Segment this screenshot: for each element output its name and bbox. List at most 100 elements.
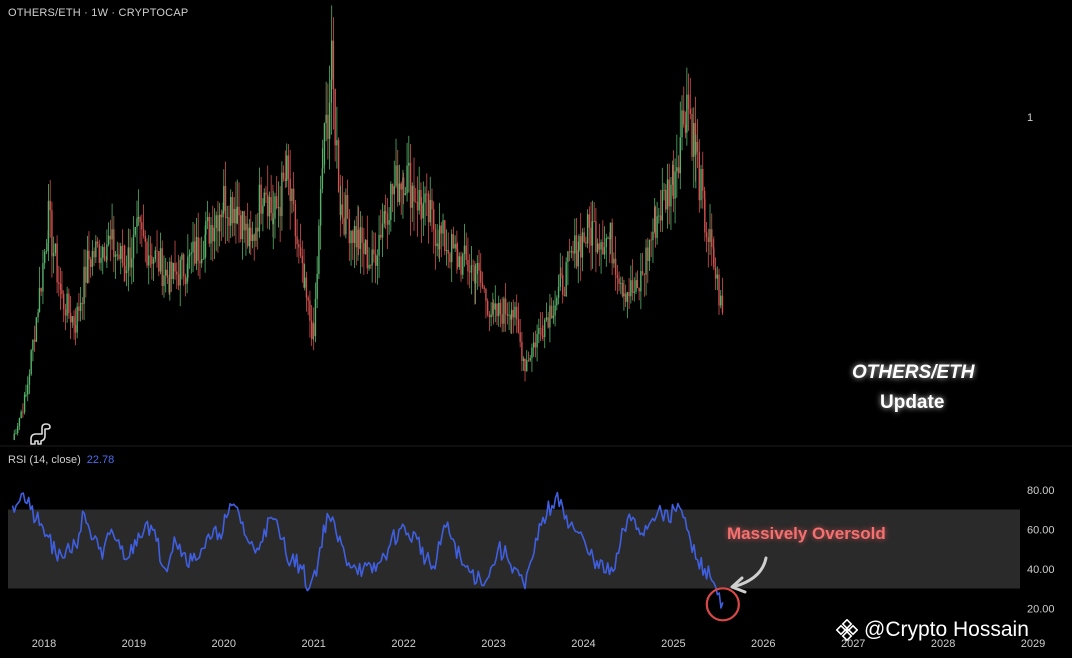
candle-body	[607, 237, 609, 239]
candle-body	[107, 235, 110, 245]
candle-body	[433, 209, 435, 230]
candle-body	[616, 274, 619, 279]
candle-body	[181, 254, 183, 260]
candle-body	[35, 317, 38, 342]
candle-body	[698, 151, 701, 201]
candle-body	[638, 287, 640, 292]
candle-body	[129, 247, 131, 268]
candle-body	[243, 211, 245, 231]
candle-body	[683, 110, 685, 125]
candle-body	[568, 251, 571, 253]
candle-body	[611, 222, 613, 264]
rsi-line	[11, 491, 724, 609]
candle-body	[463, 245, 466, 254]
candle-body	[605, 238, 607, 248]
candle-body	[447, 250, 449, 254]
candle-body	[647, 247, 649, 262]
candle-body	[159, 248, 162, 272]
candle-body	[640, 271, 642, 292]
candle-body	[374, 254, 377, 266]
candle-body	[332, 40, 335, 90]
rsi-value: 22.78	[86, 454, 115, 466]
candle-body	[73, 316, 75, 326]
candle-body	[113, 229, 115, 257]
x-tick-label: 2029	[1021, 638, 1045, 650]
candle-body	[476, 262, 478, 275]
candle-body	[702, 168, 704, 191]
candle-body	[498, 302, 500, 317]
candle-body	[226, 217, 228, 219]
candle-body	[381, 223, 384, 238]
candle-body	[202, 258, 205, 260]
candle-body	[33, 339, 36, 342]
candle-body	[40, 287, 42, 292]
candle-body	[427, 193, 430, 223]
candle-body	[74, 325, 77, 333]
candle-body	[205, 221, 207, 235]
candle-body	[123, 263, 125, 266]
candle-body	[188, 253, 191, 257]
candle-body	[298, 244, 300, 248]
candle-body	[524, 358, 526, 372]
candle-body	[357, 229, 360, 249]
candle-body	[720, 295, 722, 306]
candle-body	[380, 234, 382, 238]
candle-body	[626, 292, 629, 302]
candle-body	[677, 167, 680, 174]
candle-body	[532, 342, 535, 348]
candle-body	[49, 200, 51, 211]
candle-body	[465, 245, 467, 260]
candle-body	[714, 267, 717, 279]
candle-body	[531, 347, 533, 359]
candle-body	[398, 183, 401, 203]
candle-body	[224, 185, 227, 218]
candle-body	[544, 319, 546, 337]
rsi-y-axis: 80.00 60.00 40.00 20.00	[1027, 485, 1055, 616]
candle-body	[345, 195, 347, 235]
candle-body	[42, 263, 44, 292]
candle-body	[436, 243, 438, 247]
candle-body	[406, 165, 408, 194]
candle-body	[486, 300, 489, 315]
rsi-pane	[8, 509, 1020, 589]
candle-body	[228, 217, 230, 226]
candle-body	[552, 315, 555, 319]
candle-body	[630, 280, 632, 297]
candle-body	[148, 255, 150, 266]
candle-body	[192, 241, 194, 253]
candle-body	[172, 262, 175, 280]
candle-body	[230, 196, 232, 226]
candle-body	[413, 185, 415, 202]
candle-body	[483, 287, 485, 290]
candle-body	[595, 221, 597, 253]
candle-body	[556, 298, 558, 306]
candle-body	[411, 185, 413, 208]
candle-body	[263, 192, 265, 206]
candle-body	[71, 316, 74, 323]
candle-body	[488, 314, 491, 318]
candle-body	[217, 215, 219, 232]
candle-body	[144, 235, 146, 242]
candle-body	[327, 114, 329, 139]
candle-body	[574, 235, 576, 254]
candle-body	[541, 328, 543, 336]
candle-body	[536, 334, 538, 348]
candle-body	[539, 328, 542, 329]
candle-body	[522, 358, 525, 361]
candle-body	[676, 167, 678, 172]
candle-body	[184, 276, 187, 284]
candle-body	[152, 259, 155, 264]
candle-body	[100, 257, 102, 263]
candle-body	[222, 210, 224, 218]
candle-body	[516, 306, 518, 320]
candle-body	[125, 270, 128, 274]
candle-body	[215, 215, 217, 228]
candle-body	[636, 280, 639, 288]
candle-body	[494, 303, 496, 310]
candle-body	[501, 314, 503, 324]
candle-body	[93, 251, 95, 258]
candle-body	[204, 234, 206, 259]
candle-body	[233, 208, 235, 224]
candle-body	[517, 319, 520, 333]
candle-body	[709, 229, 711, 243]
